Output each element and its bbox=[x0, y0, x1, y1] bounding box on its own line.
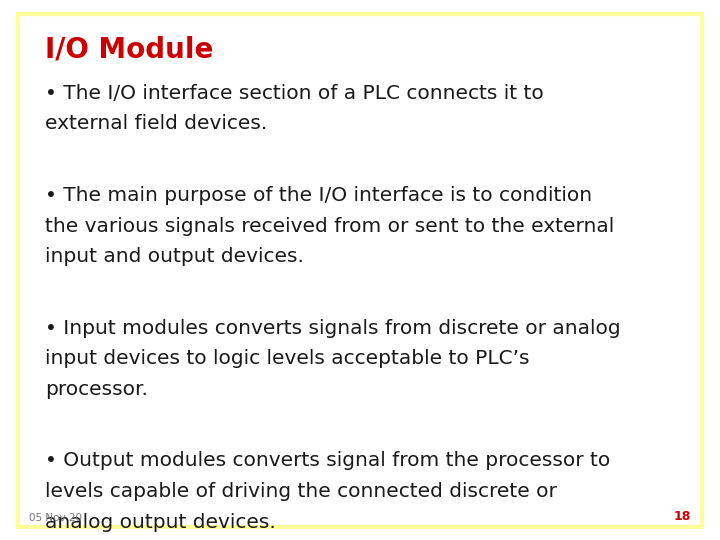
Text: analog output devices.: analog output devices. bbox=[45, 513, 275, 532]
Text: • Input modules converts signals from discrete or analog: • Input modules converts signals from di… bbox=[45, 319, 620, 338]
Text: • The main purpose of the I/O interface is to condition: • The main purpose of the I/O interface … bbox=[45, 186, 592, 205]
Text: I/O Module: I/O Module bbox=[45, 35, 213, 63]
Text: 18: 18 bbox=[674, 510, 691, 523]
Text: the various signals received from or sent to the external: the various signals received from or sen… bbox=[45, 217, 614, 235]
Text: external field devices.: external field devices. bbox=[45, 114, 267, 133]
Text: input and output devices.: input and output devices. bbox=[45, 247, 304, 266]
Text: • Output modules converts signal from the processor to: • Output modules converts signal from th… bbox=[45, 451, 610, 470]
Text: input devices to logic levels acceptable to PLC’s: input devices to logic levels acceptable… bbox=[45, 349, 529, 368]
Text: processor.: processor. bbox=[45, 380, 148, 399]
Text: levels capable of driving the connected discrete or: levels capable of driving the connected … bbox=[45, 482, 557, 501]
Text: • The I/O interface section of a PLC connects it to: • The I/O interface section of a PLC con… bbox=[45, 84, 544, 103]
Text: 05 Nov 20: 05 Nov 20 bbox=[29, 512, 82, 523]
